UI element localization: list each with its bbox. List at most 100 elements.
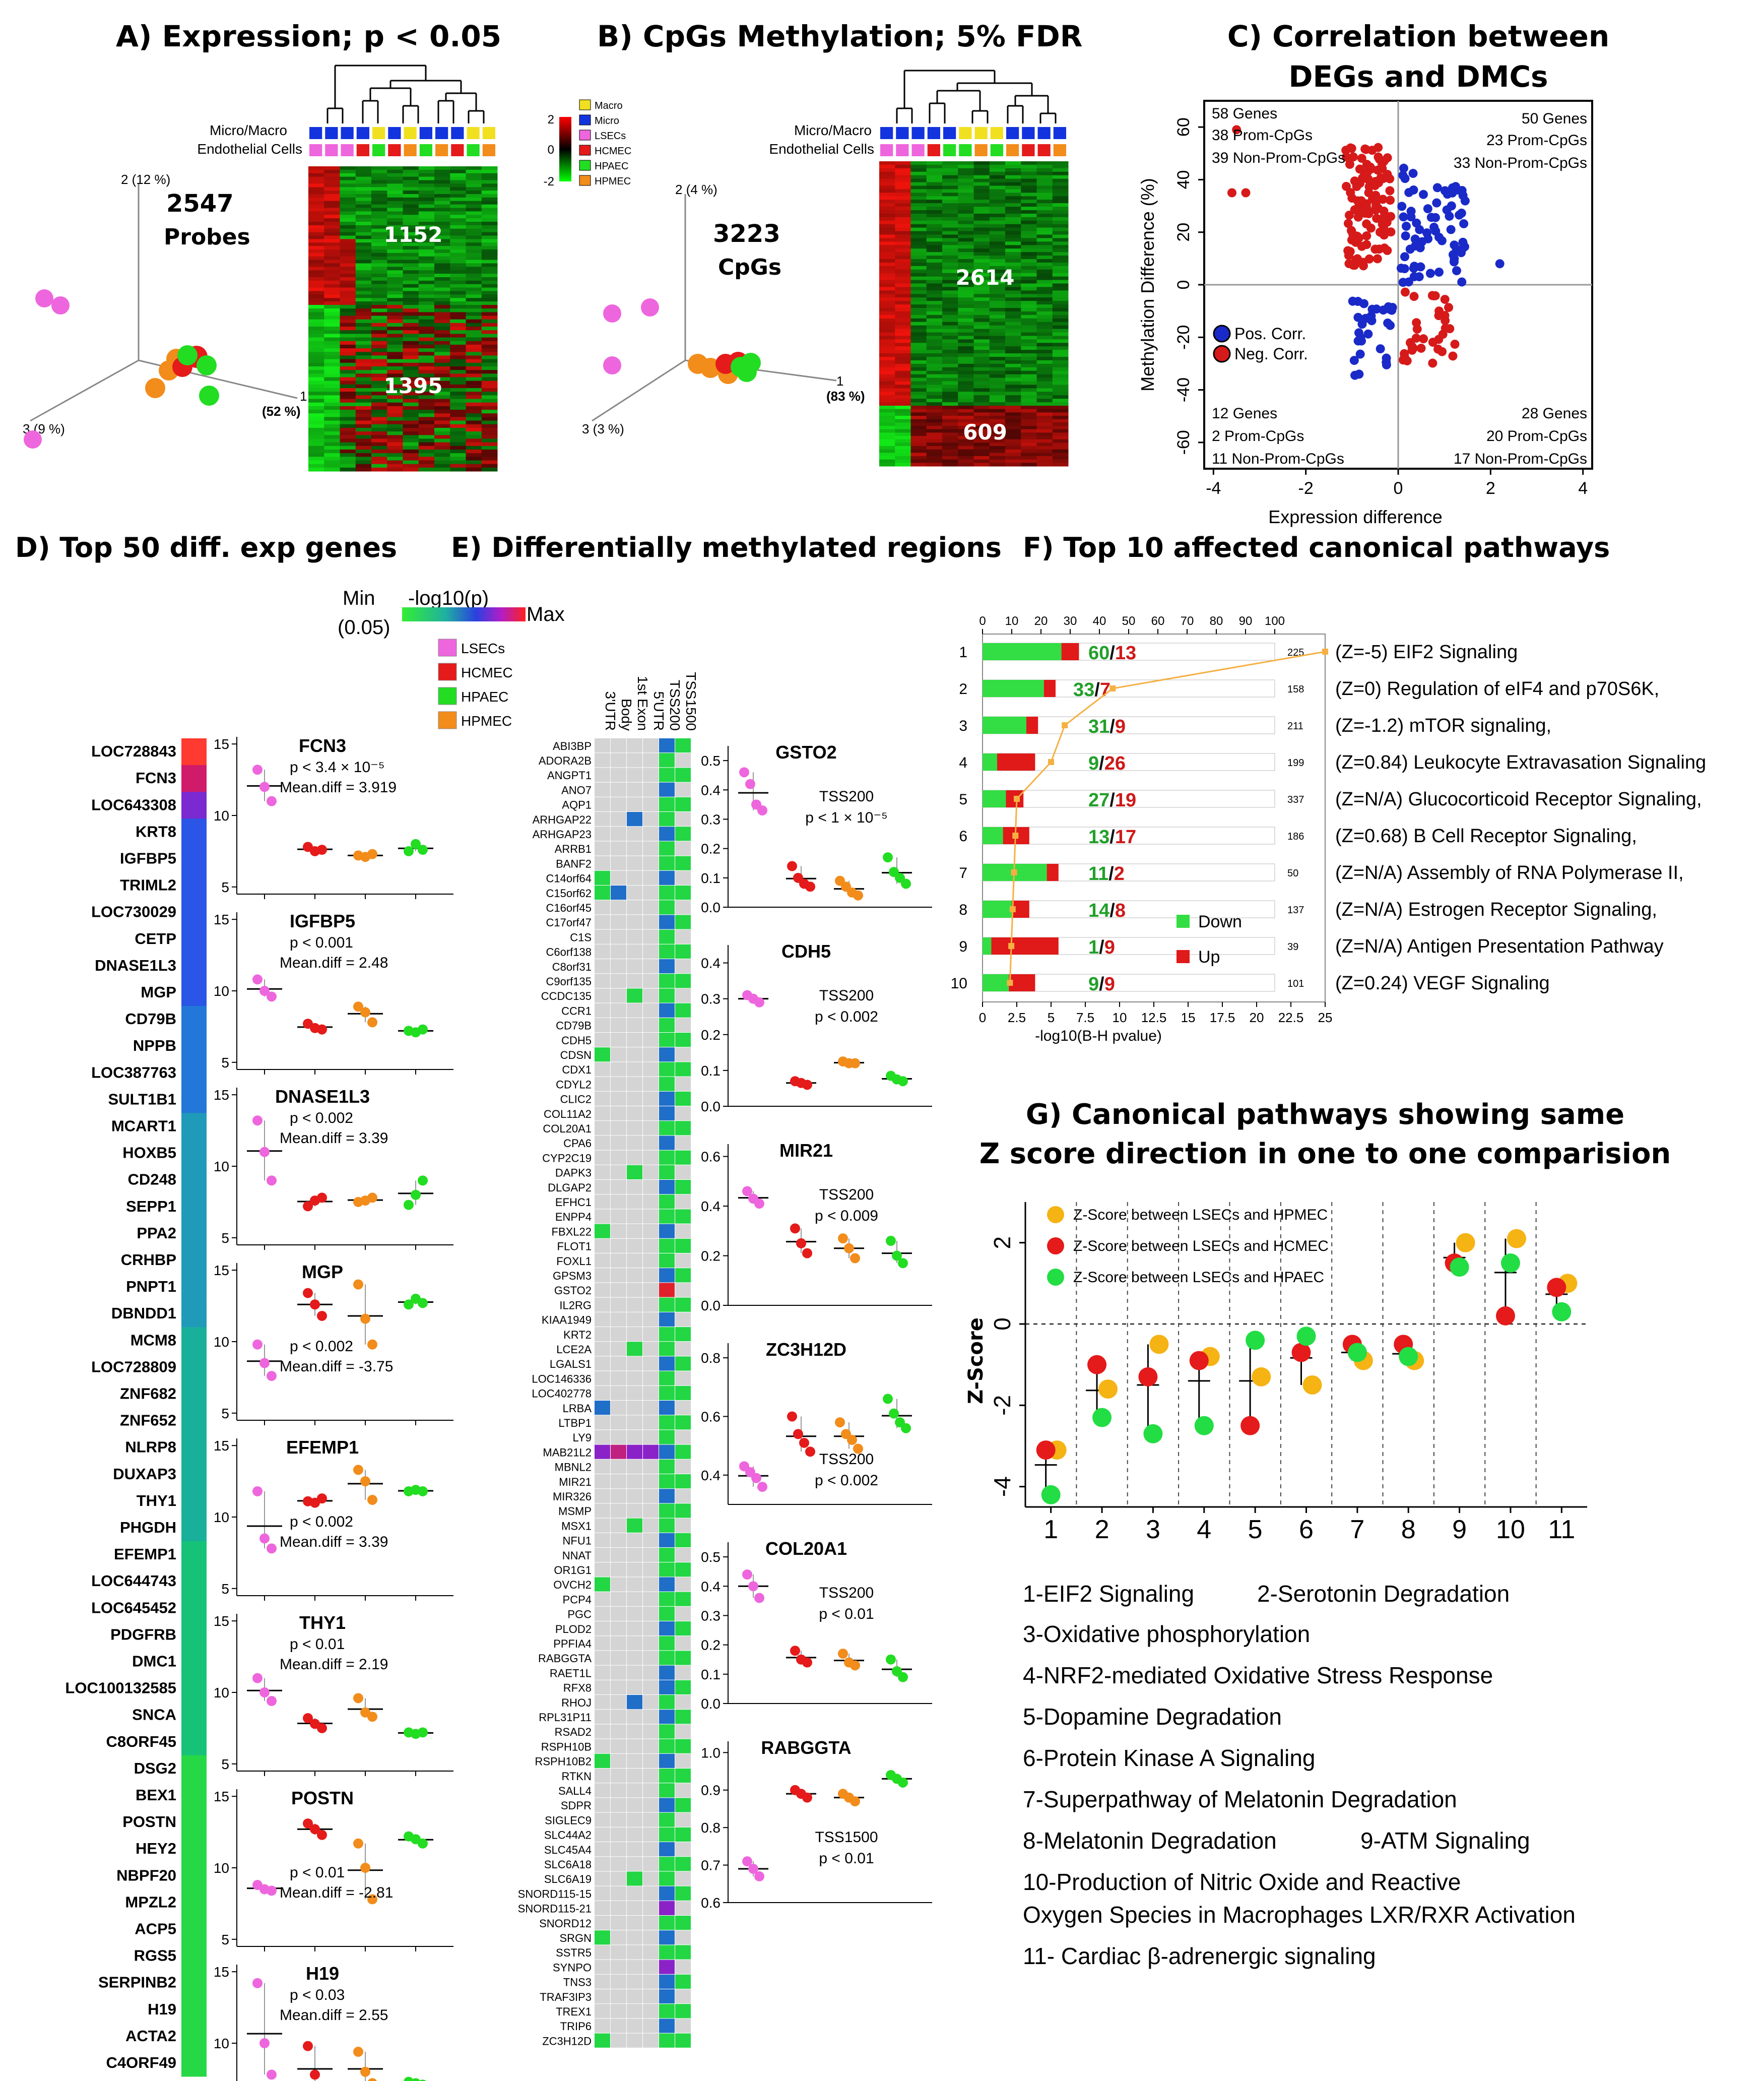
gene-label: LOC100132585 <box>65 1679 176 1697</box>
heat-cell <box>387 381 403 385</box>
heat-cell <box>910 252 927 256</box>
heat-cell <box>895 392 911 396</box>
heat-cell <box>371 215 387 219</box>
gene-heat-cell <box>181 1782 207 1809</box>
legend-marker <box>1047 1269 1064 1286</box>
heat-cell <box>403 388 419 392</box>
dmr-cell <box>611 959 626 974</box>
strip-point <box>411 839 421 849</box>
heat-cell <box>387 208 403 212</box>
heat-cell <box>403 215 419 219</box>
y-tick-label: -60 <box>1174 430 1193 455</box>
dmr-cell <box>643 812 659 827</box>
heat-cell <box>371 235 387 239</box>
heat-cell <box>989 422 1006 426</box>
color-cell <box>1053 127 1066 139</box>
heat-cell <box>1005 388 1021 392</box>
heat-cell <box>434 301 450 305</box>
heat-cell <box>926 343 943 347</box>
heat-cell <box>371 330 387 334</box>
dmr-cell <box>675 1018 691 1032</box>
heat-cell <box>355 467 372 472</box>
strip-pvalue: p < 3.4 × 10⁻⁵ <box>290 759 384 776</box>
gene-label: HOXB5 <box>122 1144 176 1162</box>
scatter-point <box>1398 355 1408 365</box>
heat-cell <box>403 235 419 239</box>
pathway-counts: 14/8 <box>1088 900 1126 921</box>
heat-cell <box>958 171 974 176</box>
dmr-gene-label: LOC402778 <box>532 1388 592 1400</box>
heat-cell <box>1052 227 1069 232</box>
heat-cell <box>942 381 958 385</box>
heat-cell <box>989 339 1006 343</box>
heat-cell <box>879 385 895 389</box>
dmr-cell <box>675 1430 691 1444</box>
dmr-gene-label: RPL31P11 <box>539 1711 592 1724</box>
heat-cell <box>434 228 450 233</box>
bottom-tick-label: 25 <box>1318 1010 1333 1025</box>
heat-cell <box>879 234 895 238</box>
heat-cell <box>308 280 324 285</box>
z-point <box>1347 1343 1367 1362</box>
heat-cell <box>879 248 895 253</box>
heat-cell <box>371 323 387 327</box>
heat-cell <box>1021 175 1037 179</box>
strip-point <box>892 1250 902 1261</box>
heat-cell <box>340 274 356 278</box>
heat-cell <box>942 367 958 371</box>
heat-cell <box>879 280 895 284</box>
heat-cell <box>1036 262 1053 267</box>
heat-cell <box>926 395 943 399</box>
panel-d: D) Top 50 diff. exp genes Min -log10(p) … <box>15 532 565 2081</box>
heat-cell <box>308 194 324 198</box>
heat-cell <box>1036 182 1053 186</box>
heat-cell <box>434 246 450 250</box>
heat-cell <box>481 215 498 219</box>
scatter-point <box>1409 185 1418 195</box>
dmr-cell <box>675 1283 691 1297</box>
heat-cell <box>942 252 958 256</box>
dmr-gene-label: FOXL1 <box>556 1255 592 1268</box>
heat-cell <box>340 413 356 417</box>
dmr-gene-label: PGC <box>567 1608 592 1621</box>
dmr-gene-label: GSTO2 <box>554 1284 592 1297</box>
dmr-cell <box>675 1916 691 1930</box>
dmr-cell <box>611 1783 626 1798</box>
scatter-point <box>1357 320 1367 329</box>
heat-cell <box>973 343 990 347</box>
dmr-cell <box>659 1695 675 1710</box>
dmr-cell <box>627 1047 642 1062</box>
pathway-name: 4-NRF2-mediated Oxidative Stress Respons… <box>1023 1662 1493 1688</box>
heat-cell <box>910 290 927 294</box>
heat-cell <box>879 259 895 263</box>
bottom-tick-label: 17.5 <box>1210 1010 1235 1025</box>
scatter-point <box>1373 254 1382 264</box>
heat-cell <box>371 201 387 205</box>
dmr-cell <box>659 2004 675 2019</box>
heat-cell <box>387 201 403 205</box>
heat-cell <box>434 424 450 428</box>
dmr-cell <box>643 915 659 929</box>
heat-cell <box>387 316 403 320</box>
heat-cell <box>418 169 435 174</box>
dmr-cell <box>659 1783 675 1798</box>
heat-cell <box>387 287 403 291</box>
heat-cell <box>910 429 927 433</box>
heat-cell <box>1052 185 1069 190</box>
dmr-cell <box>611 900 626 915</box>
dmr-gene-label: LCE2A <box>556 1343 592 1356</box>
dmr-cell <box>595 1533 610 1547</box>
heat-cell <box>340 359 356 363</box>
strip-point <box>418 845 428 855</box>
gene-label: CETP <box>135 930 176 948</box>
heat-cell <box>481 352 498 356</box>
heat-cell <box>910 370 927 375</box>
strip-point <box>418 1298 428 1308</box>
y-tick-label: 10 <box>214 1334 229 1350</box>
z-point <box>1143 1424 1163 1443</box>
dmr-cell <box>675 1886 691 1901</box>
panel-b-title: B) CpGs Methylation; 5% FDR <box>597 19 1082 53</box>
heat-cell <box>926 439 943 443</box>
heat-cell <box>308 294 324 298</box>
heat-cell <box>989 419 1006 423</box>
